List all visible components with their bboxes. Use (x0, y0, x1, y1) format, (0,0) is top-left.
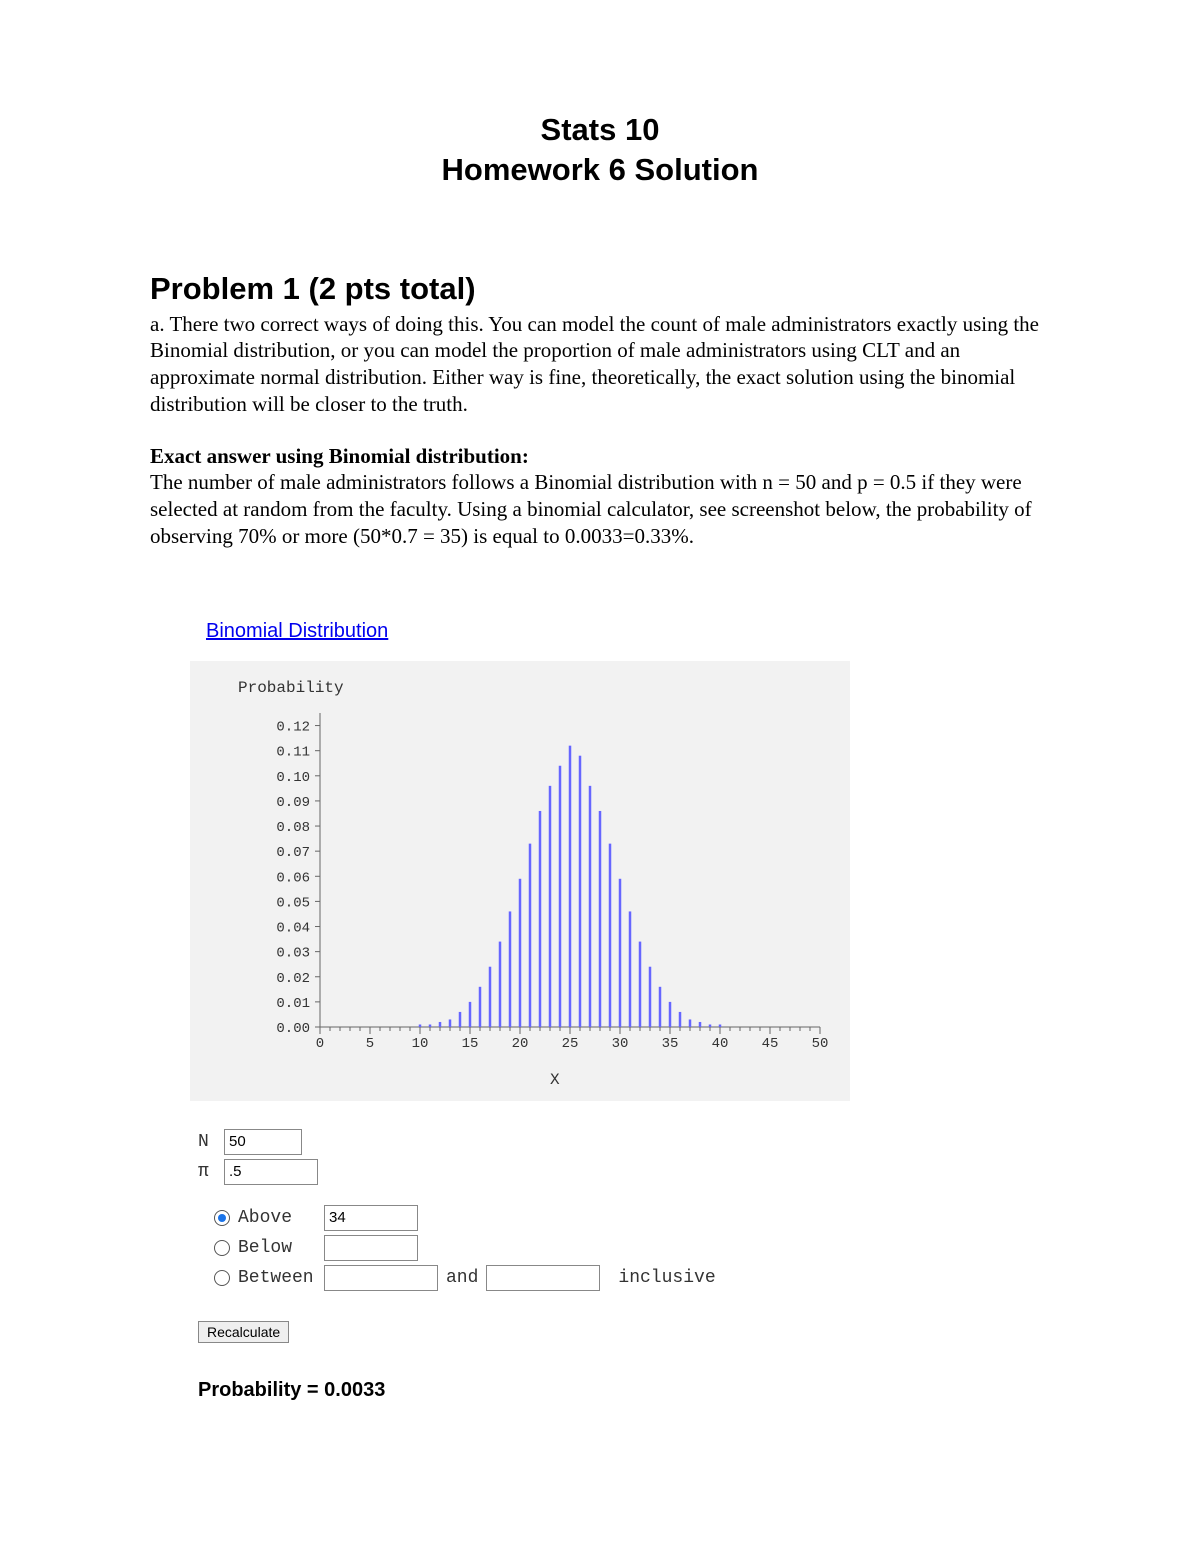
between-lo-input[interactable] (324, 1265, 438, 1291)
calculator-screenshot: Binomial Distribution Probability 0.000.… (190, 620, 1050, 1402)
svg-text:0.06: 0.06 (276, 870, 310, 886)
probability-result: Probability = 0.0033 (198, 1379, 1050, 1402)
svg-text:5: 5 (366, 1036, 374, 1052)
above-input[interactable] (324, 1205, 418, 1231)
above-label: Above (238, 1208, 316, 1228)
svg-text:25: 25 (562, 1036, 579, 1052)
below-radio[interactable] (214, 1240, 230, 1256)
problem-para-b: The number of male administrators follow… (150, 469, 1050, 550)
n-input[interactable] (224, 1129, 302, 1155)
svg-text:40: 40 (712, 1036, 729, 1052)
svg-text:0: 0 (316, 1036, 324, 1052)
between-radio[interactable] (214, 1270, 230, 1286)
svg-text:0.07: 0.07 (276, 845, 310, 861)
below-input[interactable] (324, 1235, 418, 1261)
svg-text:0.09: 0.09 (276, 795, 310, 811)
svg-text:0.03: 0.03 (276, 945, 310, 961)
document-page: Stats 10 Homework 6 Solution Problem 1 (… (0, 0, 1200, 1462)
probability-options: Above Below Between and inclusive (214, 1205, 1050, 1291)
svg-text:0.05: 0.05 (276, 895, 310, 911)
svg-text:20: 20 (512, 1036, 529, 1052)
title-line-2: Homework 6 Solution (150, 150, 1050, 190)
svg-text:10: 10 (412, 1036, 429, 1052)
binomial-distribution-link[interactable]: Binomial Distribution (206, 620, 388, 643)
svg-text:0.12: 0.12 (276, 719, 310, 735)
below-label: Below (238, 1238, 316, 1258)
chart-x-label: X (550, 1071, 560, 1089)
chart-y-title: Probability (238, 679, 344, 697)
svg-text:50: 50 (812, 1036, 829, 1052)
between-hi-input[interactable] (486, 1265, 600, 1291)
svg-text:0.02: 0.02 (276, 970, 310, 986)
problem-para-a: a. There two correct ways of doing this.… (150, 311, 1050, 419)
svg-text:0.08: 0.08 (276, 820, 310, 836)
svg-text:30: 30 (612, 1036, 629, 1052)
problem-heading: Problem 1 (2 pts total) (150, 271, 1050, 307)
svg-text:35: 35 (662, 1036, 679, 1052)
svg-text:0.01: 0.01 (276, 996, 310, 1012)
n-label: N (198, 1132, 216, 1152)
between-and: and (446, 1268, 478, 1288)
pi-label: π (198, 1162, 216, 1182)
chart-svg: 0.00 0.01 0.02 0.03 0.04 0.05 0.06 0.07 0.08 0.09… (250, 707, 830, 1067)
svg-text:15: 15 (462, 1036, 479, 1052)
binomial-chart: Probability 0.00 0.01 0.02 0.03 0.04 0.05 0.06… (190, 661, 850, 1101)
between-label: Between (238, 1268, 316, 1288)
svg-text:45: 45 (762, 1036, 779, 1052)
svg-text:0.00: 0.00 (276, 1021, 310, 1037)
page-title-block: Stats 10 Homework 6 Solution (150, 110, 1050, 191)
param-inputs: N π (198, 1129, 1050, 1185)
svg-text:0.11: 0.11 (276, 744, 310, 760)
exact-answer-subhead: Exact answer using Binomial distribution… (150, 444, 1050, 469)
svg-text:0.04: 0.04 (276, 920, 310, 936)
above-radio[interactable] (214, 1210, 230, 1226)
pi-input[interactable] (224, 1159, 318, 1185)
title-line-1: Stats 10 (150, 110, 1050, 150)
recalculate-button[interactable]: Recalculate (198, 1321, 289, 1343)
between-inclusive: inclusive (618, 1268, 715, 1288)
svg-text:0.10: 0.10 (276, 770, 310, 786)
